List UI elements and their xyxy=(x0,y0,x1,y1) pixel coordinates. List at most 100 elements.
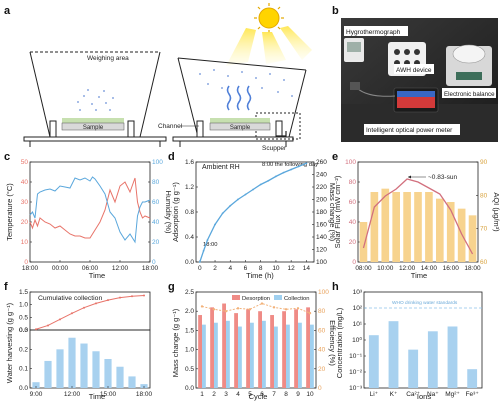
e-aqi-bar-10 xyxy=(468,215,477,262)
g-legend-collection: Collection xyxy=(284,296,309,302)
g-collection-bar-3 xyxy=(238,326,242,388)
e-ylabel-right: AQI (μg/m³) xyxy=(492,192,500,232)
g-efficiency-point-9 xyxy=(308,311,312,315)
g-x-label-6: 7 xyxy=(272,391,276,398)
power-meter-label: Intelligent optical power meter xyxy=(366,127,453,134)
sample-label-right: Sample xyxy=(230,125,251,131)
d-yleft-label-4: 1.6 xyxy=(185,159,194,166)
g-efficiency-point-0 xyxy=(200,305,204,308)
d-yright-label-5: 200 xyxy=(316,197,327,204)
c-x-label-1: 00:00 xyxy=(52,265,69,272)
d-point-3 xyxy=(214,223,216,226)
d-ylabel-left: Adsorption (g g⁻¹) xyxy=(171,182,180,242)
c-ylabel-right: Humidity (%) xyxy=(164,191,173,234)
f-cumulative-point-9 xyxy=(143,294,145,297)
d-yleft-label-2: 0.8 xyxy=(185,209,194,216)
f-top-title: Cumulative collection xyxy=(38,295,102,302)
panel-c-letter: c xyxy=(4,151,10,163)
h-bar-3 xyxy=(427,331,438,388)
sun-icon xyxy=(254,3,284,33)
channel-label: Channel xyxy=(158,123,183,130)
h-x-label-2: Ca²⁺ xyxy=(406,391,420,398)
f-cumulative-point-1 xyxy=(47,324,49,327)
e-yleft-label-3: 60 xyxy=(349,199,357,206)
sunbeam-left xyxy=(226,28,256,66)
c-ylabel-left: Temperature (°C) xyxy=(5,183,14,241)
f-cumulative-point-8 xyxy=(131,295,133,298)
g-collection-bar-2 xyxy=(226,320,230,388)
e-x-label-2: 12:00 xyxy=(399,265,416,272)
e-x-label-1: 10:00 xyxy=(377,265,394,272)
g-yleft-label-5: 2.5 xyxy=(185,289,194,296)
c-x-label-3: 12:00 xyxy=(112,265,129,272)
h-x-label-5: Fe³⁺ xyxy=(466,391,480,398)
g-yleft-label-4: 2.0 xyxy=(185,308,194,315)
panel-d-letter: d xyxy=(168,151,175,163)
scupper-label: Scupper xyxy=(262,145,287,152)
c-xlabel: Time xyxy=(89,271,105,280)
f-hourly-bar-8 xyxy=(128,376,136,388)
c-yleft-label-5: 50 xyxy=(21,159,29,166)
g-collection-bar-1 xyxy=(214,322,218,388)
d-x-label-7: 14 xyxy=(303,265,311,272)
e-x-label-4: 16:00 xyxy=(443,265,460,272)
c-yright-label-0: 0 xyxy=(152,259,156,266)
e-aqi-bar-5 xyxy=(414,192,422,262)
g-x-label-0: 1 xyxy=(200,391,204,398)
c-yleft-label-2: 20 xyxy=(21,219,29,226)
c-x-label-0: 18:00 xyxy=(22,265,39,272)
g-desorption-bar-0 xyxy=(198,315,202,388)
e-yright-label-1: 70 xyxy=(480,226,488,233)
panel-h-letter: h xyxy=(332,281,339,293)
d-yleft-label-0: 0.0 xyxy=(185,259,194,266)
e-yright-label-2: 80 xyxy=(480,192,488,199)
c-yleft-label-3: 30 xyxy=(21,199,29,206)
g-desorption-bar-7 xyxy=(282,311,286,388)
g-collection-bar-9 xyxy=(310,324,314,388)
g-desorption-bar-1 xyxy=(210,307,214,388)
d-point-1 xyxy=(202,249,205,252)
balance-label-box xyxy=(442,88,496,98)
h-bar-1 xyxy=(388,321,399,388)
g-collection-bar-6 xyxy=(274,326,278,388)
hygrothermograph-label: Hygrothermograph xyxy=(346,29,401,36)
g-x-label-3: 4 xyxy=(236,391,240,398)
g-x-label-9: 10 xyxy=(306,391,314,398)
g-xlabel: Cycle xyxy=(249,392,268,401)
d-point-13 xyxy=(290,168,293,171)
f-hourly-bar-0 xyxy=(32,382,40,388)
c-yleft-label-4: 40 xyxy=(21,179,29,186)
c-series-right-line xyxy=(29,176,151,244)
panel-a: a Sample Weighing area xyxy=(4,3,312,152)
d-point-12 xyxy=(282,171,285,174)
h-y-label-6: 10³ xyxy=(353,289,363,296)
condenser-box-right xyxy=(172,57,307,147)
d-x-label-6: 12 xyxy=(288,265,296,272)
g-collection-bar-0 xyxy=(202,324,206,388)
h-x-label-1: K⁺ xyxy=(390,391,398,398)
f-hourly-bar-1 xyxy=(44,360,52,388)
f-bottom-y-label-1: 0.1 xyxy=(19,366,28,373)
f-x-label-0: 9:00 xyxy=(30,391,43,398)
f-hourly-bar-4 xyxy=(80,343,88,388)
moon-icon xyxy=(112,6,138,34)
h-y-label-2: 10⁻¹ xyxy=(349,353,363,360)
e-aqi-bar-0 xyxy=(359,222,368,262)
d-x-label-3: 6 xyxy=(244,265,248,272)
d-yright-label-0: 100 xyxy=(316,259,327,266)
g-yright-label-4: 80 xyxy=(318,308,326,315)
f-xlabel: Time xyxy=(89,392,105,401)
g-x-label-1: 2 xyxy=(212,391,216,398)
e-x-label-5: 18:00 xyxy=(464,265,481,272)
e-aqi-bar-4 xyxy=(403,192,411,262)
hygrothermograph-label-box xyxy=(344,26,408,36)
e-yleft-label-5: 100 xyxy=(345,159,356,166)
c-series-left-line xyxy=(29,177,151,239)
c-x-label-2: 06:00 xyxy=(82,265,99,272)
e-yleft-label-2: 40 xyxy=(349,219,357,226)
h-x-label-3: Na⁺ xyxy=(427,391,439,398)
d-point-5 xyxy=(229,204,232,207)
c-yright-label-4: 80 xyxy=(152,179,160,186)
d-yright-label-8: 260 xyxy=(316,159,327,166)
g-yright-label-5: 100 xyxy=(318,289,329,296)
